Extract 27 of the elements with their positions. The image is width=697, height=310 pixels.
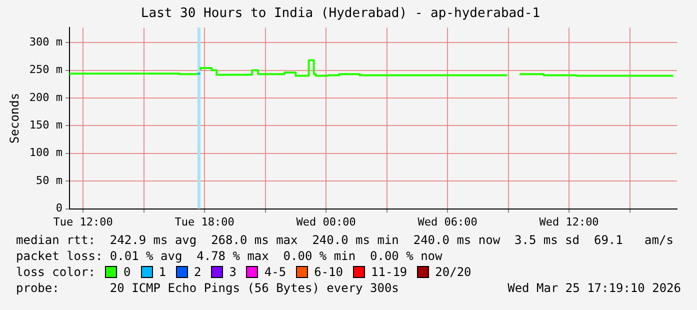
legend-label: 2: [194, 264, 202, 280]
x-tick-label: Tue 18:00: [174, 215, 234, 228]
legend-label: 4-5: [264, 264, 286, 280]
legend-label: 1: [158, 264, 166, 280]
text: packet loss: 0.01 % avg 4.78 % max 0.00 % min 0.00 % now: [16, 248, 444, 264]
legend-label: 11-19: [371, 264, 408, 280]
y-tick-label: 250 m: [29, 63, 63, 76]
y-axis-title: Seconds: [7, 92, 22, 144]
x-tick-label: Wed 06:00: [418, 215, 478, 228]
y-tick-label: 200 m: [29, 90, 63, 104]
text: Wed Mar 25 17:19:10 2026: [508, 280, 681, 296]
x-tick-label: Tue 12:00: [53, 215, 113, 228]
y-tick-label: 300 m: [29, 35, 63, 48]
x-tick-label: Wed 00:00: [296, 215, 356, 228]
legend-label: 20/20: [435, 264, 472, 280]
legend-label: 3: [229, 264, 236, 280]
text: median rtt: 242.9 ms avg 268.0 ms max 240.0 ms min 240.0 ms now 3.5 ms sd 69.1 am/s: [16, 232, 674, 248]
legend-label: 6-10: [314, 264, 344, 280]
chart-title: Last 30 Hours to India (Hyderabad) - ap-hyderabad-1: [140, 6, 540, 22]
legend-title: loss color:: [16, 264, 96, 280]
y-tick-label: 0: [56, 202, 63, 215]
text: probe: 20 ICMP Echo Pings (56 Bytes) every 300s: [16, 280, 399, 296]
y-tick-label: 50 m: [36, 174, 63, 187]
y-tick-label: 100 m: [29, 146, 63, 160]
y-tick-label: 150 m: [29, 118, 63, 132]
legend-label: 0: [123, 264, 131, 280]
x-tick-label: Wed 12:00: [539, 215, 599, 228]
